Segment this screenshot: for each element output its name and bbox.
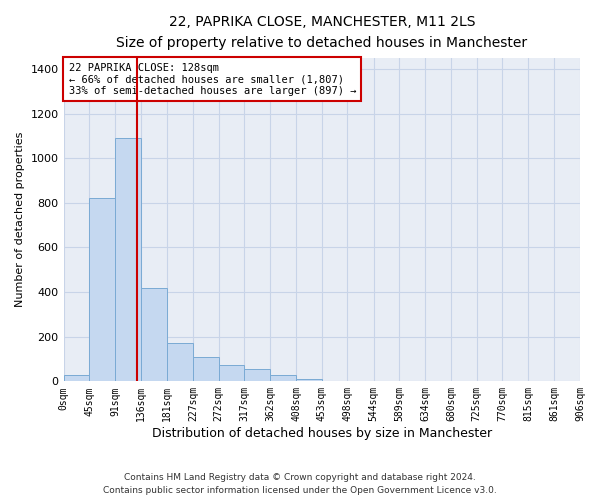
X-axis label: Distribution of detached houses by size in Manchester: Distribution of detached houses by size …	[152, 427, 492, 440]
Y-axis label: Number of detached properties: Number of detached properties	[15, 132, 25, 307]
Bar	[89, 198, 115, 382]
Bar	[270, 374, 296, 382]
Bar	[167, 344, 193, 382]
Bar	[64, 374, 89, 382]
Bar	[218, 364, 244, 382]
Bar	[193, 357, 218, 382]
Title: 22, PAPRIKA CLOSE, MANCHESTER, M11 2LS
Size of property relative to detached hou: 22, PAPRIKA CLOSE, MANCHESTER, M11 2LS S…	[116, 15, 527, 50]
Bar	[115, 138, 141, 382]
Text: 22 PAPRIKA CLOSE: 128sqm
← 66% of detached houses are smaller (1,807)
33% of sem: 22 PAPRIKA CLOSE: 128sqm ← 66% of detach…	[69, 62, 356, 96]
Bar	[296, 379, 322, 382]
Text: Contains HM Land Registry data © Crown copyright and database right 2024.
Contai: Contains HM Land Registry data © Crown c…	[103, 474, 497, 495]
Bar	[244, 369, 270, 382]
Bar	[141, 288, 167, 382]
